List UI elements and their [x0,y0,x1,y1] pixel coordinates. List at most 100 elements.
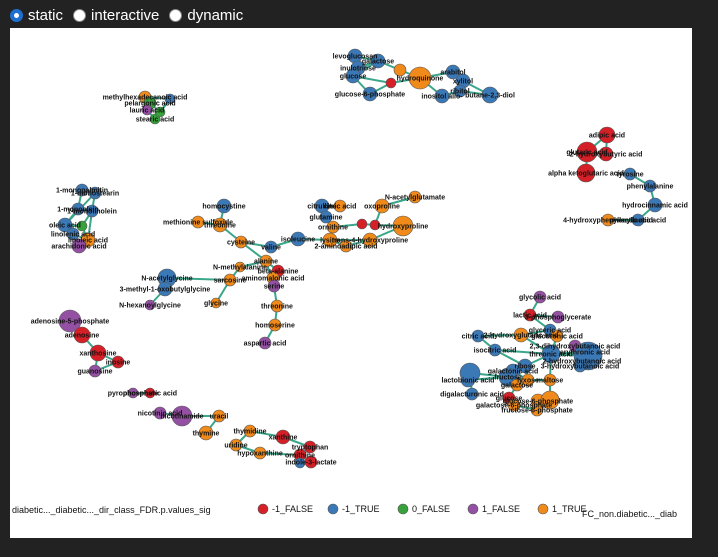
network-node-lactic [523,308,537,322]
network-node-label: linoleic acid [68,238,108,245]
network-node-label: oleic acid [49,223,81,230]
network-node-label: phenylalanine [627,184,674,191]
network-node-nmethylalanine [234,261,246,273]
network-node-label: 1-monoolein [57,207,99,214]
legend-swatch-1_TRUE [537,503,549,515]
network-node-hydroquinone [408,66,432,90]
radio-interactive-indicator[interactable] [73,8,87,22]
legend-size-title: FC_non.diabetic..._diab [582,509,677,519]
network-node-label: glutamine [309,215,342,222]
network-node-homoserine [268,318,282,332]
network-node-linolenic [66,227,80,241]
network-node-label: pelargonic acid [124,101,175,108]
network-node-label: isocitric acid [474,348,517,355]
network-node-label: citric acid [324,204,357,211]
network-node-nacetylglut [408,190,422,204]
network-node-label: xanthine [269,435,298,442]
network-node-digalacturonic [465,387,479,401]
network-node-label: cysteine [227,240,255,247]
network-node-thymidine [243,424,257,438]
legend-item: 0_FALSE [397,503,450,515]
network-node-label: threonic acid [529,352,573,359]
network-node-label: 4-hydroxyphenyllactic acid [563,218,653,225]
network-node-label: glycolic acid [519,295,561,302]
network-node-lauric [141,104,153,116]
network-node-label: tyrosine [616,172,643,179]
radio-dynamic-indicator[interactable] [169,8,183,22]
network-node-sarcosine [223,273,237,287]
network-node-label: 3-hydroxybutanoic acid [541,364,620,371]
network-node-glutamine [319,210,333,224]
network-node-label: 2-hydroxyglutaric acid [484,333,559,340]
network-node-label: oxoproline [364,204,400,211]
network-node-monoolein [71,202,85,216]
network-node-label: threonine [204,223,236,230]
legend-swatch-0_FALSE [397,503,409,515]
network-node-pyrophosphate [127,387,139,399]
network-node-guanosine [88,364,102,378]
network-node-phenylalanine [643,179,657,193]
network-node-phosphoric [144,387,156,399]
network-node-label: ornithine [318,225,348,232]
network-node-citric2 [471,329,485,343]
network-node-hydroxyphenyllactic [601,213,615,227]
network-node-uridine [229,438,243,452]
network-node-tyrosine [623,167,637,181]
network-node-label: 2,3-dihydroxybutanoic acid [530,344,621,351]
radio-static-indicator[interactable] [10,8,23,22]
network-node-aspartic [258,336,272,350]
network-node-label: galactose-6-phosphate [476,403,552,410]
legend: diabetic..._diabetic..._dir_class_FDR.p.… [12,503,677,519]
network-node-label: fructose [494,375,522,382]
network-node-hydrocinnamic [647,197,663,213]
radio-interactive-label: interactive [91,6,160,24]
network-plot-panel: methylhexadecanoic acid pelargonic acid la… [10,28,692,538]
legend-swatch--1_FALSE [257,503,269,515]
network-node-label: phosphoric acid [123,391,177,398]
radio-static[interactable]: static [10,7,63,24]
network-node-label: glucose-6-phosphate [503,399,574,406]
network-node-label: citrulline [307,204,336,211]
network-nodes [57,48,663,469]
network-node-inosine [111,355,125,369]
network-node-hydroxyglut [513,327,529,343]
network-node-hydroxyproline [392,215,414,237]
radio-dynamic[interactable]: dynamic [169,7,243,24]
network-node-label: lactobionic acid [442,378,495,385]
network-node-label: adipic acid [589,133,625,140]
network-edge [494,349,552,355]
legend-label: -1_FALSE [272,504,313,514]
network-edge [166,277,231,281]
legend-items: -1_FALSE -1_TRUE 0_FALSE 1_FALSE 1_TRUE [257,503,587,515]
radio-interactive[interactable]: interactive [73,7,159,24]
network-node-oxoproline [374,198,390,214]
network-node-galactose2 [510,378,524,392]
legend-label: 1_FALSE [482,504,520,514]
network-node-aminoadipic [339,239,353,253]
network-node-label: hydroxyproline [378,224,429,231]
network-node-maltose [543,373,557,387]
network-node-oleic [57,217,73,233]
network-node-label: sarcosine [214,278,247,285]
legend-swatch--1_TRUE [327,503,339,515]
network-node-label: maltose [537,378,564,385]
network-node-label: aspartic acid [244,341,287,348]
network-node-label: glucose-6-phosphate [335,92,406,99]
network-node-label: hydrocinnamic acid [622,203,688,210]
legend-swatch-1_FALSE [467,503,479,515]
network-node-label: levoglucosan [333,54,378,61]
network-node-threonine_c [212,217,228,233]
network-node-label: N-hexanoylglycine [119,303,181,310]
network-node-label: threonine [261,304,293,311]
network-node-label: galactose [501,383,533,390]
network-node-label: 2-aminoadipic acid [314,244,377,251]
network-node-label: ribose [514,364,535,371]
network-node-homocystine [216,198,232,214]
network-node-tryptophan [303,440,317,454]
network-node-label: 2-hydroxybutyric acid [570,152,643,159]
network-node-thymine [198,425,214,441]
network-node-phosphoglycerate [551,310,565,324]
network-node-glucose6p [362,86,378,102]
network-node-alanine [259,254,273,268]
